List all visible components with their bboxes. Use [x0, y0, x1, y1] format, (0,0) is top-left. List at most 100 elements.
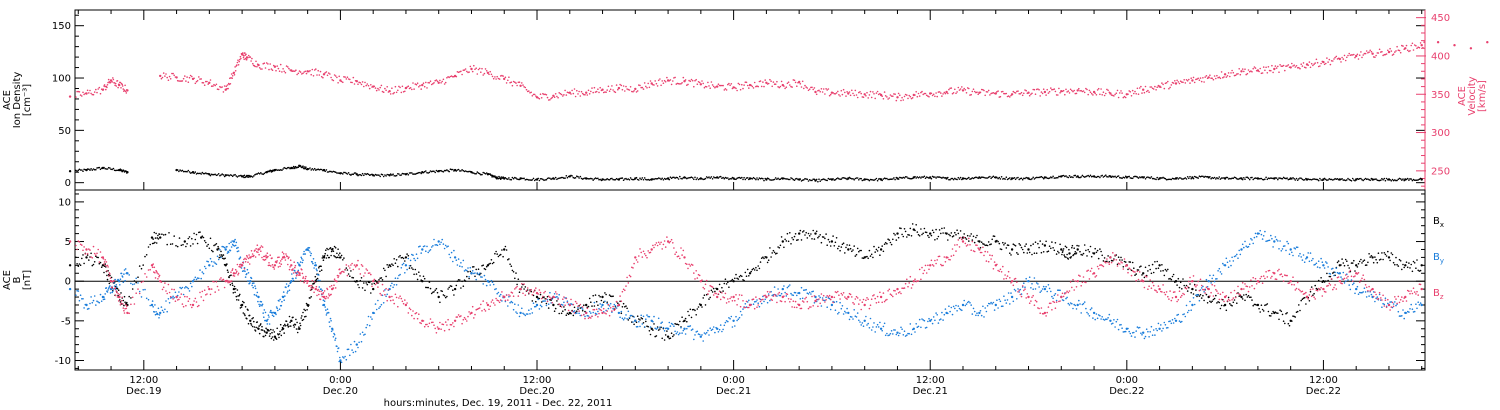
- velocity-dot: [997, 90, 999, 92]
- by-dot: [735, 315, 737, 318]
- bx-dot: [336, 252, 338, 255]
- by-dot: [808, 291, 811, 294]
- velocity-dot: [1363, 52, 1366, 55]
- density-dot: [869, 178, 872, 181]
- velocity-dot: [1377, 52, 1380, 54]
- density-dot: [370, 174, 372, 176]
- by-point: [437, 240, 440, 243]
- bx-dot: [253, 320, 255, 323]
- density-dot: [116, 169, 118, 172]
- by-dot: [783, 285, 785, 287]
- density-dot: [292, 167, 294, 170]
- bx-dot: [425, 286, 427, 289]
- bx-dot: [1042, 251, 1045, 253]
- density-dot: [1023, 177, 1025, 180]
- by-dot: [452, 260, 454, 263]
- velocity-dot: [1183, 79, 1185, 81]
- by-dot: [294, 270, 296, 272]
- velocity-dot: [1034, 93, 1037, 95]
- bx-dot: [861, 257, 864, 259]
- density-dot: [334, 171, 337, 173]
- velocity-dot: [1346, 56, 1348, 59]
- density-dot: [954, 177, 956, 180]
- density-dot: [1323, 177, 1326, 180]
- density-dot: [256, 173, 259, 175]
- bx-dot: [1244, 299, 1246, 302]
- bx-dot: [157, 234, 159, 237]
- bx-dot: [473, 266, 475, 268]
- velocity-dot: [853, 94, 855, 97]
- by-dot: [510, 300, 513, 303]
- density-dot: [360, 174, 363, 177]
- density-dot: [359, 174, 362, 176]
- bx-dot: [742, 279, 744, 281]
- velocity-dot: [106, 84, 109, 86]
- by-dot: [577, 307, 579, 309]
- by-dot: [239, 257, 241, 260]
- bx-dot: [1137, 269, 1140, 271]
- by-dot: [840, 307, 843, 310]
- velocity-dot: [800, 86, 803, 88]
- bx-dot: [501, 249, 503, 251]
- density-dot: [621, 177, 624, 179]
- by-dot: [448, 253, 451, 256]
- by-dot: [517, 304, 520, 306]
- velocity-dot: [1090, 92, 1093, 95]
- density-dot: [811, 179, 813, 182]
- velocity-dot: [710, 81, 713, 83]
- density-dot: [839, 178, 841, 181]
- velocity-dot: [1298, 66, 1300, 69]
- bx-dot: [1413, 262, 1416, 264]
- velocity-dot: [587, 89, 590, 92]
- bx-dot: [1398, 258, 1401, 261]
- bx-dot: [1169, 277, 1171, 280]
- by-dot: [292, 279, 295, 282]
- bx-dot: [1016, 252, 1018, 254]
- velocity-dot: [1205, 75, 1208, 77]
- by-dot: [1017, 288, 1019, 290]
- density-dot: [867, 178, 869, 181]
- velocity-dot: [888, 97, 891, 99]
- by-dot: [464, 269, 467, 271]
- velocity-dot: [1239, 73, 1242, 76]
- by-dot: [227, 251, 230, 253]
- by-dot: [257, 300, 259, 303]
- date-tick-label: Dec.20: [519, 386, 554, 397]
- density-dot: [401, 172, 404, 175]
- velocity-dot: [535, 95, 537, 97]
- by-dot: [122, 281, 125, 284]
- velocity-dot: [95, 88, 97, 91]
- density-dot: [202, 172, 205, 175]
- bx-dot: [1115, 254, 1118, 256]
- velocity-dot: [1074, 92, 1077, 95]
- bfield-tick-label: -10: [55, 356, 71, 367]
- bx-dot: [642, 322, 645, 324]
- by-dot: [789, 284, 791, 286]
- bx-dot: [1410, 263, 1412, 266]
- velocity-dot: [1048, 90, 1051, 93]
- velocity-dot: [1121, 92, 1123, 94]
- velocity-point: [1207, 76, 1210, 79]
- density-dot: [1295, 177, 1298, 180]
- density-dot: [89, 169, 91, 171]
- by-dot: [260, 304, 262, 306]
- velocity-dot: [879, 92, 881, 95]
- bx-dot: [324, 252, 327, 255]
- by-dot: [1071, 302, 1073, 305]
- velocity-dot: [430, 83, 433, 86]
- velocity-dot: [210, 85, 213, 87]
- bx-dot: [991, 238, 993, 241]
- density-dot: [1398, 177, 1401, 180]
- bx-dot: [858, 250, 860, 253]
- velocity-dot: [954, 88, 956, 91]
- velocity-dot: [811, 86, 813, 89]
- density-dot: [1402, 178, 1404, 180]
- bx-dot: [1412, 260, 1415, 263]
- velocity-dot: [184, 75, 186, 77]
- bx-dot: [481, 265, 483, 267]
- by-dot: [165, 300, 167, 302]
- by-dot: [834, 309, 837, 312]
- by-dot: [367, 315, 370, 318]
- bx-point: [1060, 248, 1063, 251]
- bx-dot: [950, 232, 953, 234]
